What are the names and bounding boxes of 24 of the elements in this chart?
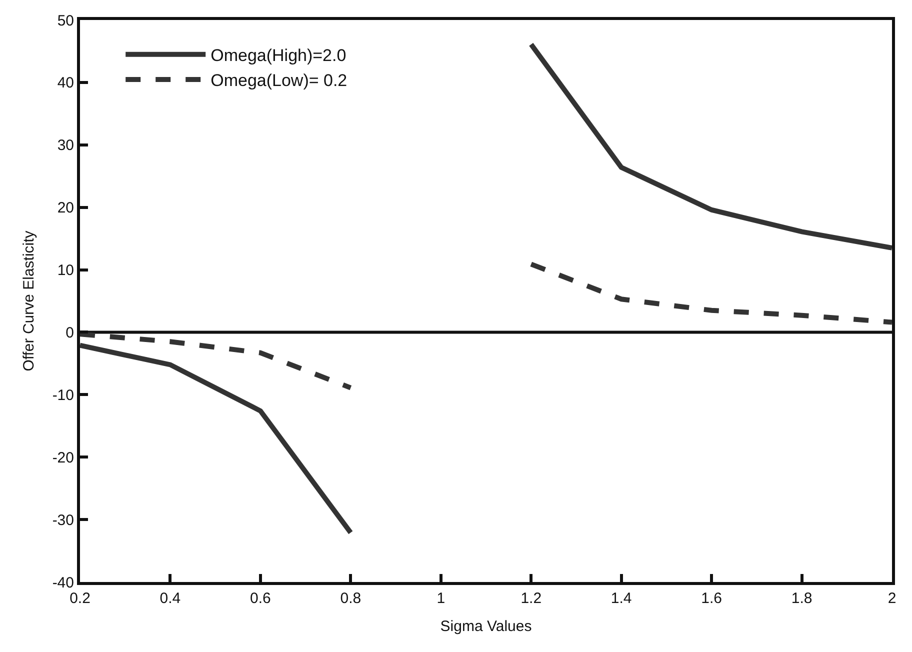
x-tick-label: 1.6: [701, 590, 722, 607]
x-tick-label: 0.4: [160, 590, 181, 607]
legend-label: Omega(High)=2.0: [210, 46, 346, 66]
legend-label: Omega(Low)= 0.2: [210, 71, 348, 90]
y-tick-label: 50: [57, 12, 74, 30]
x-axis-title: Sigma Values: [440, 618, 532, 635]
y-axis-title: Offer Curve Elasticity: [20, 230, 38, 372]
y-tick-label: 40: [57, 74, 74, 92]
x-tick-label: 1.8: [791, 590, 812, 607]
y-tick-label: 10: [57, 262, 74, 280]
y-tick-label: 20: [57, 200, 74, 217]
y-tick-label: 0: [66, 324, 74, 342]
x-tick-label: 0.8: [340, 590, 362, 607]
x-tick-label: 1.2: [520, 590, 542, 607]
x-tick-label: 0.6: [250, 590, 271, 607]
y-tick-label: -10: [52, 386, 74, 404]
x-tick-label: 0.2: [70, 590, 90, 607]
x-tick-label: 1.4: [610, 590, 632, 607]
x-tick-label: 1: [436, 590, 446, 607]
y-tick-label: -20: [52, 449, 74, 466]
x-tick-label: 2: [888, 590, 896, 607]
y-tick-label: -40: [52, 574, 74, 592]
y-tick-label: -30: [52, 512, 74, 529]
y-tick-label: 30: [57, 137, 74, 154]
